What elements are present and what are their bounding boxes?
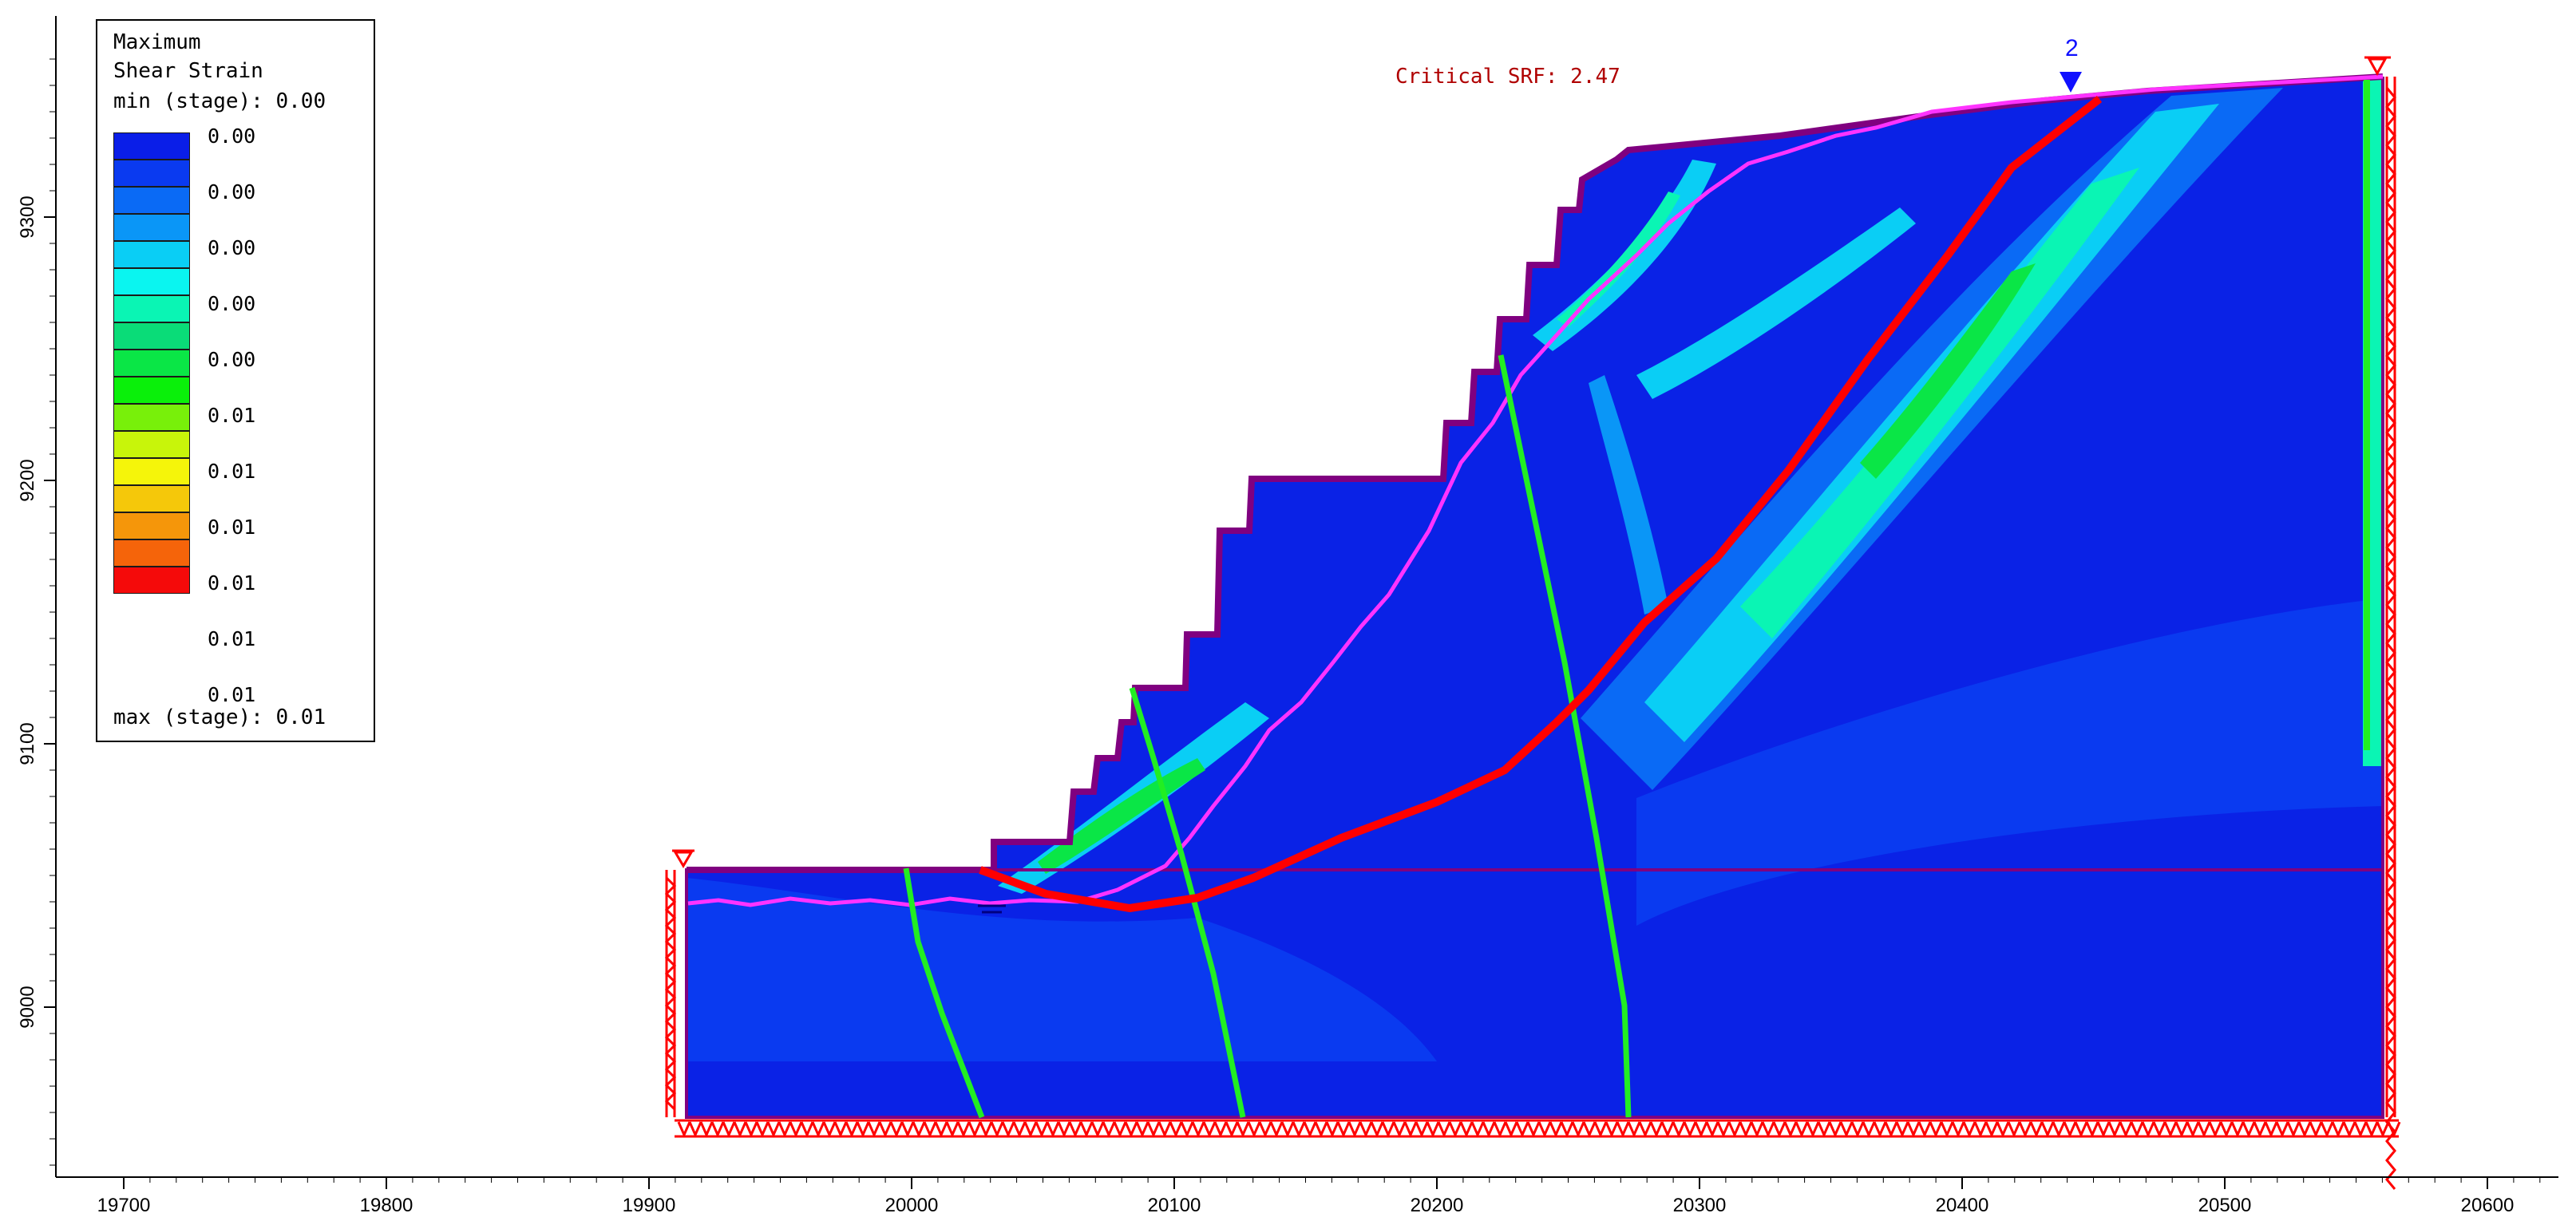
legend-value: 0.01 (208, 627, 256, 650)
x-tick-label: 20400 (1936, 1195, 1989, 1216)
strain-zone-band-core (1740, 168, 2139, 638)
strain-zone-lower-left (687, 878, 1437, 1061)
left-restraints (664, 870, 677, 1117)
legend-swatch (113, 539, 190, 567)
legend-swatch (113, 322, 190, 350)
water-marker-right (2364, 56, 2391, 77)
legend-value: 0.00 (208, 348, 256, 371)
strain-zone-secondary (1636, 207, 1916, 399)
fault-line-2 (1129, 686, 1246, 1118)
strain-zone-right-plate (1636, 599, 2383, 926)
x-tick-label: 19800 (360, 1195, 414, 1216)
legend-swatch (113, 241, 190, 268)
legend-value: 0.01 (208, 516, 256, 539)
water-marker-toe (978, 904, 1006, 914)
legend-swatch (113, 350, 190, 377)
strain-zone-vertical (1589, 375, 1668, 614)
legend-swatch (113, 567, 190, 594)
x-axis-ticks: 19700 19800 19900 20000 20100 20200 20300 20400… (97, 1177, 2541, 1216)
legend-swatch (113, 512, 190, 539)
legend-max-label: max (stage): 0.01 (113, 705, 326, 729)
x-tick-label: 20200 (1411, 1195, 1464, 1216)
water-marker-left (672, 849, 694, 868)
model-boundary (687, 73, 2384, 873)
x-tick-label: 20100 (1148, 1195, 1201, 1216)
right-restraints (2385, 77, 2396, 1190)
legend-swatch (113, 404, 190, 431)
legend-swatch (113, 187, 190, 214)
y-tick-label: 9200 (17, 459, 38, 501)
strain-zone-band-peak (1860, 263, 2036, 479)
x-tick-label: 19900 (623, 1195, 676, 1216)
model-body (687, 77, 2383, 1117)
legend-title-line1: Maximum (113, 30, 201, 54)
critical-slip-surface (979, 96, 2103, 912)
marker-2-triangle-icon (2060, 72, 2082, 93)
y-tick-label: 9000 (17, 986, 38, 1028)
legend-value: 0.01 (208, 460, 256, 483)
x-tick-label: 19700 (97, 1195, 151, 1216)
critical-srf-label: Critical SRF: 2.47 (1395, 65, 1620, 89)
y-tick-label: 9100 (17, 722, 38, 765)
legend-panel: Maximum Shear Strain min (stage): 0.00 0… (96, 19, 375, 742)
x-tick-label: 20600 (2461, 1195, 2515, 1216)
water-table-line (687, 74, 2384, 907)
legend-value: 0.00 (208, 180, 256, 204)
fault-line-1 (903, 867, 985, 1119)
legend-swatch (113, 431, 190, 458)
x-tick-label: 20300 (1673, 1195, 1727, 1216)
legend-value: 0.00 (208, 124, 256, 148)
marker-2-label: 2 (2065, 35, 2079, 61)
x-tick-label: 20000 (885, 1195, 939, 1216)
legend-swatch (113, 458, 190, 485)
legend-min-label: min (stage): 0.00 (113, 89, 326, 113)
legend-swatch (113, 160, 190, 187)
x-tick-label: 20500 (2198, 1195, 2252, 1216)
legend-value: 0.01 (208, 571, 256, 595)
legend-swatch (113, 268, 190, 295)
y-tick-label: 9300 (17, 196, 38, 238)
legend-swatch (113, 214, 190, 241)
legend-value: 0.00 (208, 292, 256, 315)
y-axis-ticks: 9300 9200 9100 9000 (17, 58, 56, 1166)
legend-swatch (113, 377, 190, 404)
strain-zone-crest-core (1557, 192, 1680, 327)
legend-title-line2: Shear Strain (113, 59, 263, 83)
legend-swatch (113, 132, 190, 160)
legend-swatch (113, 295, 190, 322)
legend-value: 0.00 (208, 236, 256, 259)
bottom-restraints (675, 1119, 2401, 1138)
legend-value: 0.01 (208, 683, 256, 706)
fault-line-3 (1498, 354, 1632, 1118)
legend-value: 0.01 (208, 404, 256, 427)
legend-swatch (113, 485, 190, 512)
